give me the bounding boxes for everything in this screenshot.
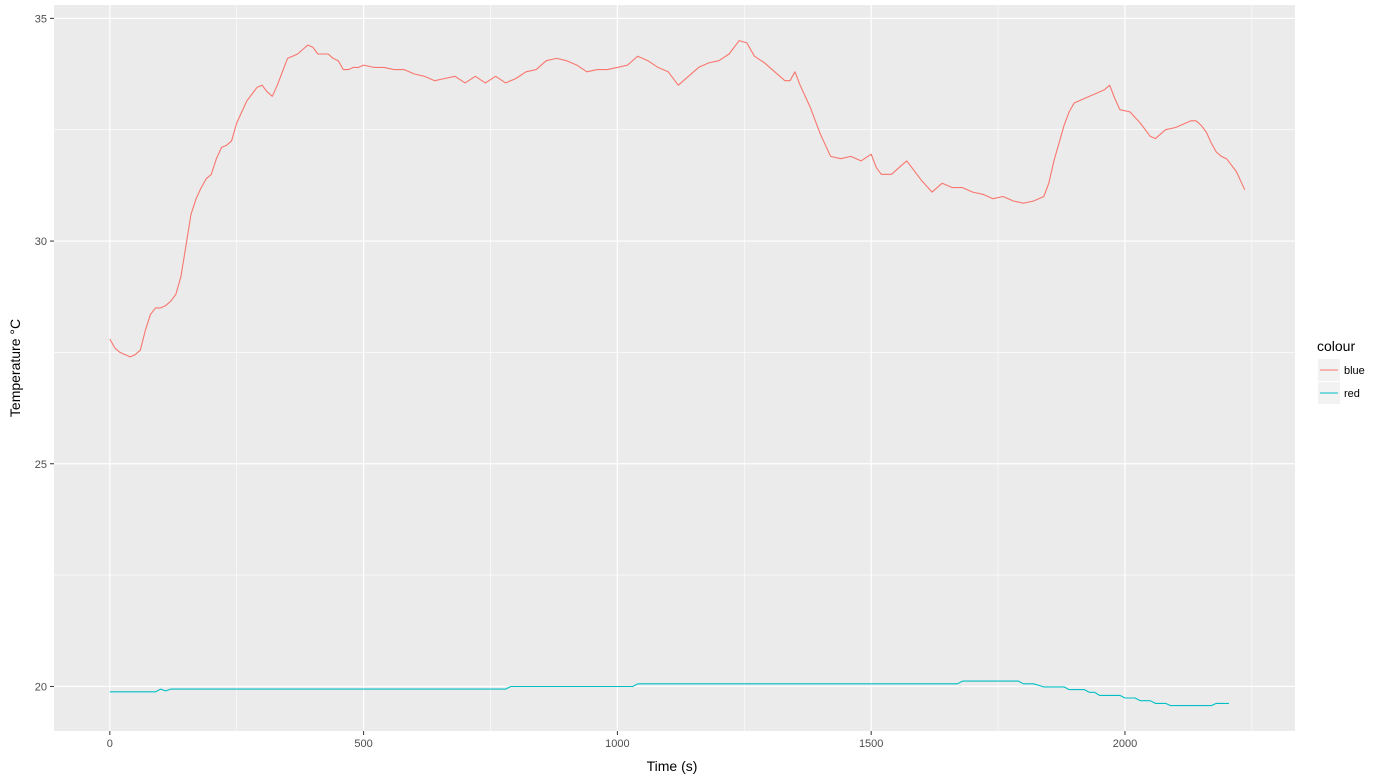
y-tick-label: 20	[35, 681, 47, 693]
legend-label-red: red	[1344, 388, 1360, 400]
y-tick-label: 25	[35, 459, 47, 471]
legend-item-blue: blue	[1318, 359, 1365, 381]
grid-minor	[54, 5, 1295, 731]
x-tick-label: 2000	[1113, 738, 1137, 750]
legend-title: colour	[1317, 338, 1355, 354]
x-axis-title: Time (s)	[647, 758, 698, 774]
legend: colour blue red	[1317, 338, 1365, 404]
ticks-layer: 0 500 1000 1500 2000 20 25 30 35	[35, 13, 1137, 750]
series-line-blue	[109, 40, 1246, 358]
x-tick-label: 500	[354, 738, 372, 750]
legend-item-red: red	[1318, 382, 1360, 404]
y-tick-label: 30	[35, 236, 47, 248]
series-layer	[109, 40, 1246, 707]
legend-label-blue: blue	[1344, 365, 1365, 377]
x-tick-label: 1500	[859, 738, 883, 750]
series-line-red	[109, 680, 1229, 707]
y-axis-title: Temperature °C	[7, 319, 23, 417]
x-tick-label: 0	[107, 738, 113, 750]
plot-panel	[54, 5, 1295, 731]
x-tick-label: 1000	[605, 738, 629, 750]
grid-major	[54, 5, 1295, 731]
y-tick-label: 35	[35, 13, 47, 25]
